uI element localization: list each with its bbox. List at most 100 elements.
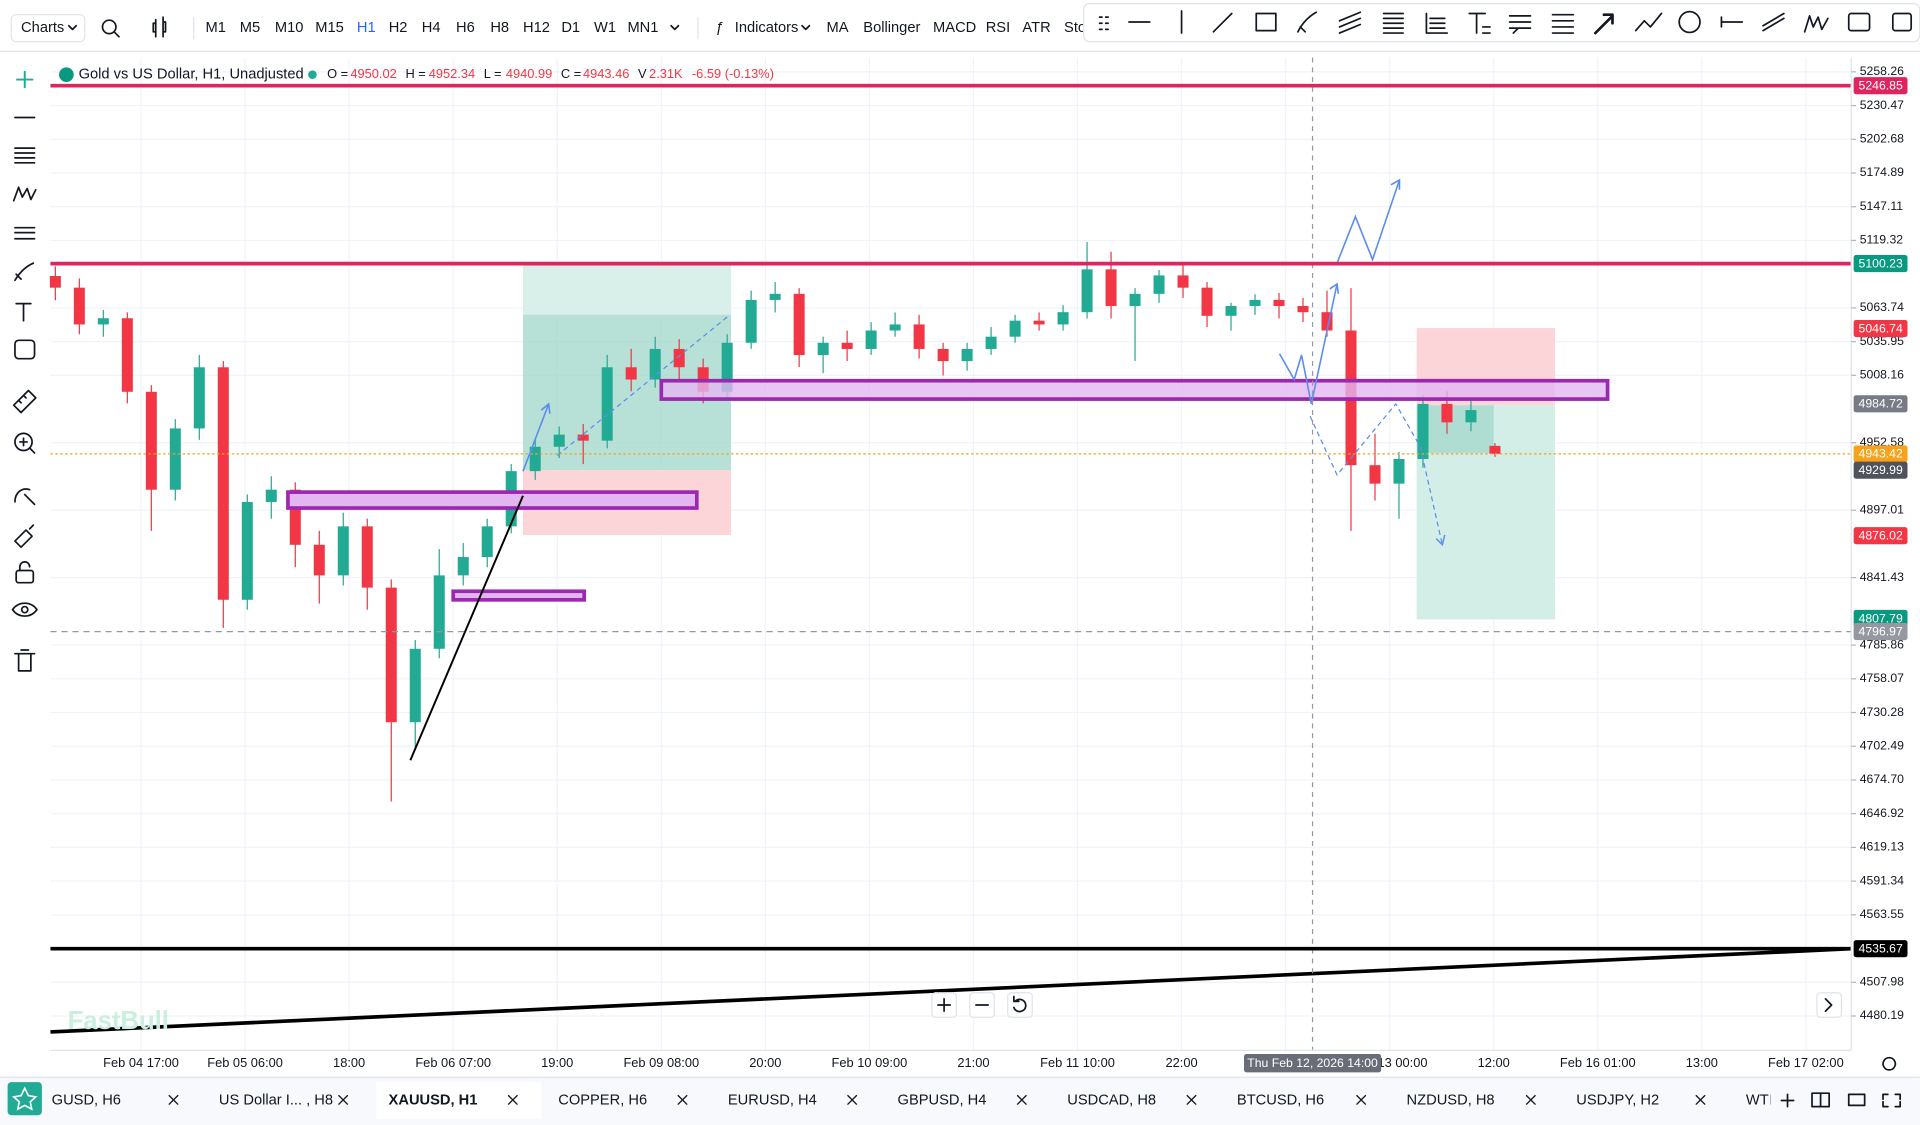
- tab-close[interactable]: [677, 1094, 688, 1105]
- interval-button[interactable]: D1: [561, 20, 580, 36]
- search-icon-handle: [113, 30, 120, 38]
- fullscreen-button[interactable]: [1882, 1093, 1902, 1108]
- tab-close[interactable]: [168, 1094, 179, 1105]
- tab-label[interactable]: NZDUSD, H8: [1407, 1092, 1495, 1108]
- trend-line: [409, 495, 524, 761]
- tab-close[interactable]: [1016, 1094, 1027, 1105]
- add-tab[interactable]: [1780, 1093, 1795, 1108]
- interval-button[interactable]: H12: [523, 20, 550, 36]
- interval-button[interactable]: M10: [275, 20, 304, 36]
- prediction-tool[interactable]: [14, 226, 36, 240]
- scroll-right[interactable]: [1816, 992, 1843, 1018]
- tab-label[interactable]: XAUUSD, H1: [389, 1092, 478, 1108]
- tool-text[interactable]: [1468, 12, 1491, 34]
- search-icon[interactable]: [101, 19, 117, 35]
- tool-fib[interactable]: [1382, 12, 1405, 34]
- tool-gann[interactable]: [1551, 13, 1575, 34]
- study-button[interactable]: RSI: [986, 20, 1010, 36]
- tool-fib-ext[interactable]: [1425, 12, 1449, 34]
- tab-label[interactable]: US Dollar I... , H8: [219, 1092, 333, 1108]
- interval-button[interactable]: M5: [240, 20, 260, 36]
- y-tick-label: 5202.68: [1860, 132, 1904, 146]
- study-button[interactable]: ATR: [1022, 20, 1050, 36]
- candle-body: [241, 501, 253, 600]
- x-tick-label: Feb 05 06:00: [207, 1055, 283, 1070]
- interval-button[interactable]: H4: [422, 20, 441, 36]
- tool-position[interactable]: [1847, 12, 1871, 32]
- magnet-tool[interactable]: [14, 488, 36, 506]
- zoom-tool[interactable]: [14, 432, 33, 452]
- interval-button[interactable]: H2: [389, 20, 408, 36]
- interval-button[interactable]: H8: [490, 20, 509, 36]
- tool-path[interactable]: [1634, 12, 1663, 32]
- tool-pitch[interactable]: [1508, 15, 1532, 34]
- tab-close[interactable]: [507, 1094, 518, 1105]
- candle-body: [601, 367, 613, 441]
- y-tick-label: 5119.32: [1860, 233, 1904, 247]
- study-button[interactable]: MACD: [933, 20, 976, 36]
- chart-type-icon[interactable]: [152, 16, 167, 38]
- y-tick-label: 4674.70: [1860, 772, 1904, 786]
- pattern-tool[interactable]: [12, 186, 37, 202]
- interval-button[interactable]: H6: [456, 20, 475, 36]
- x-tick-label: Feb 16 01:00: [1560, 1055, 1636, 1070]
- axes: 5258.26 5230.47 5202.68 5174.89 5147.11 5119.…: [103, 64, 1908, 1073]
- study-button[interactable]: Bollinger: [863, 20, 920, 36]
- tab-label[interactable]: GUSD, H6: [52, 1092, 121, 1108]
- arrow-head: [1435, 534, 1446, 547]
- tool-ray[interactable]: [1720, 16, 1744, 28]
- crosshair-tool[interactable]: [16, 71, 34, 89]
- indicators-button[interactable]: Indicators: [735, 20, 799, 36]
- tool-brush[interactable]: [1297, 11, 1318, 33]
- tool-rect[interactable]: [1255, 12, 1277, 32]
- tab-close[interactable]: [1186, 1094, 1197, 1105]
- tool-forecast[interactable]: [1891, 12, 1913, 32]
- tab-close[interactable]: [1525, 1094, 1536, 1105]
- tool-circle[interactable]: [1678, 10, 1701, 34]
- tab-label[interactable]: COPPER, H6: [558, 1092, 647, 1108]
- study-button[interactable]: Sto: [1064, 20, 1086, 36]
- tab-label[interactable]: USDJPY, H2: [1576, 1092, 1659, 1108]
- tool-channel[interactable]: [1338, 11, 1362, 34]
- settings-icon[interactable]: [1882, 1056, 1897, 1071]
- delete-tool[interactable]: [14, 649, 36, 672]
- interval-button[interactable]: M1: [206, 20, 226, 36]
- measure-tool[interactable]: [12, 389, 37, 414]
- x-tick-label: Feb 17 02:00: [1768, 1055, 1844, 1070]
- fib-tool[interactable]: [14, 147, 36, 164]
- y-tick-label: 5063.74: [1860, 300, 1904, 314]
- x-tick-label: 21:00: [957, 1055, 989, 1070]
- candle-body: [1417, 403, 1429, 460]
- interval-button[interactable]: M15: [315, 20, 344, 36]
- interval-button[interactable]: H1: [357, 20, 376, 36]
- drag-handle[interactable]: [1098, 16, 1109, 31]
- tab-label[interactable]: USDCAD, H8: [1067, 1092, 1156, 1108]
- tool-arrow[interactable]: [1593, 13, 1614, 35]
- tab-label[interactable]: EURUSD, H4: [728, 1092, 817, 1108]
- stay-drawing-tool[interactable]: [14, 524, 35, 549]
- brush-tool[interactable]: [14, 262, 35, 282]
- interval-button[interactable]: MN1: [627, 20, 658, 36]
- tab-close[interactable]: [847, 1094, 858, 1105]
- text-tool[interactable]: [15, 302, 32, 322]
- study-button[interactable]: MA: [827, 20, 849, 36]
- tab-close[interactable]: [1695, 1094, 1706, 1105]
- tool-trend[interactable]: [1212, 12, 1233, 33]
- x-tick-label: Feb 10 09:00: [832, 1055, 908, 1070]
- tool-parallel[interactable]: [1762, 12, 1785, 32]
- reset[interactable]: [1007, 992, 1033, 1018]
- interval-button[interactable]: W1: [594, 20, 616, 36]
- charts-menu[interactable]: [10, 14, 86, 43]
- tab-label[interactable]: GBPUSD, H4: [898, 1092, 987, 1108]
- icon-tool[interactable]: [14, 339, 36, 360]
- tool-pattern[interactable]: [1803, 15, 1829, 33]
- candle-body: [721, 342, 733, 392]
- tab-close[interactable]: [338, 1094, 349, 1105]
- lock-tool[interactable]: [15, 569, 35, 584]
- tab-close[interactable]: [1356, 1094, 1367, 1105]
- window-button[interactable]: [1847, 1093, 1866, 1107]
- watchlist-button[interactable]: [7, 1082, 42, 1116]
- tab-label[interactable]: BTCUSD, H6: [1237, 1092, 1324, 1108]
- target-zone: [522, 263, 732, 315]
- visibility-tool[interactable]: [11, 602, 38, 617]
